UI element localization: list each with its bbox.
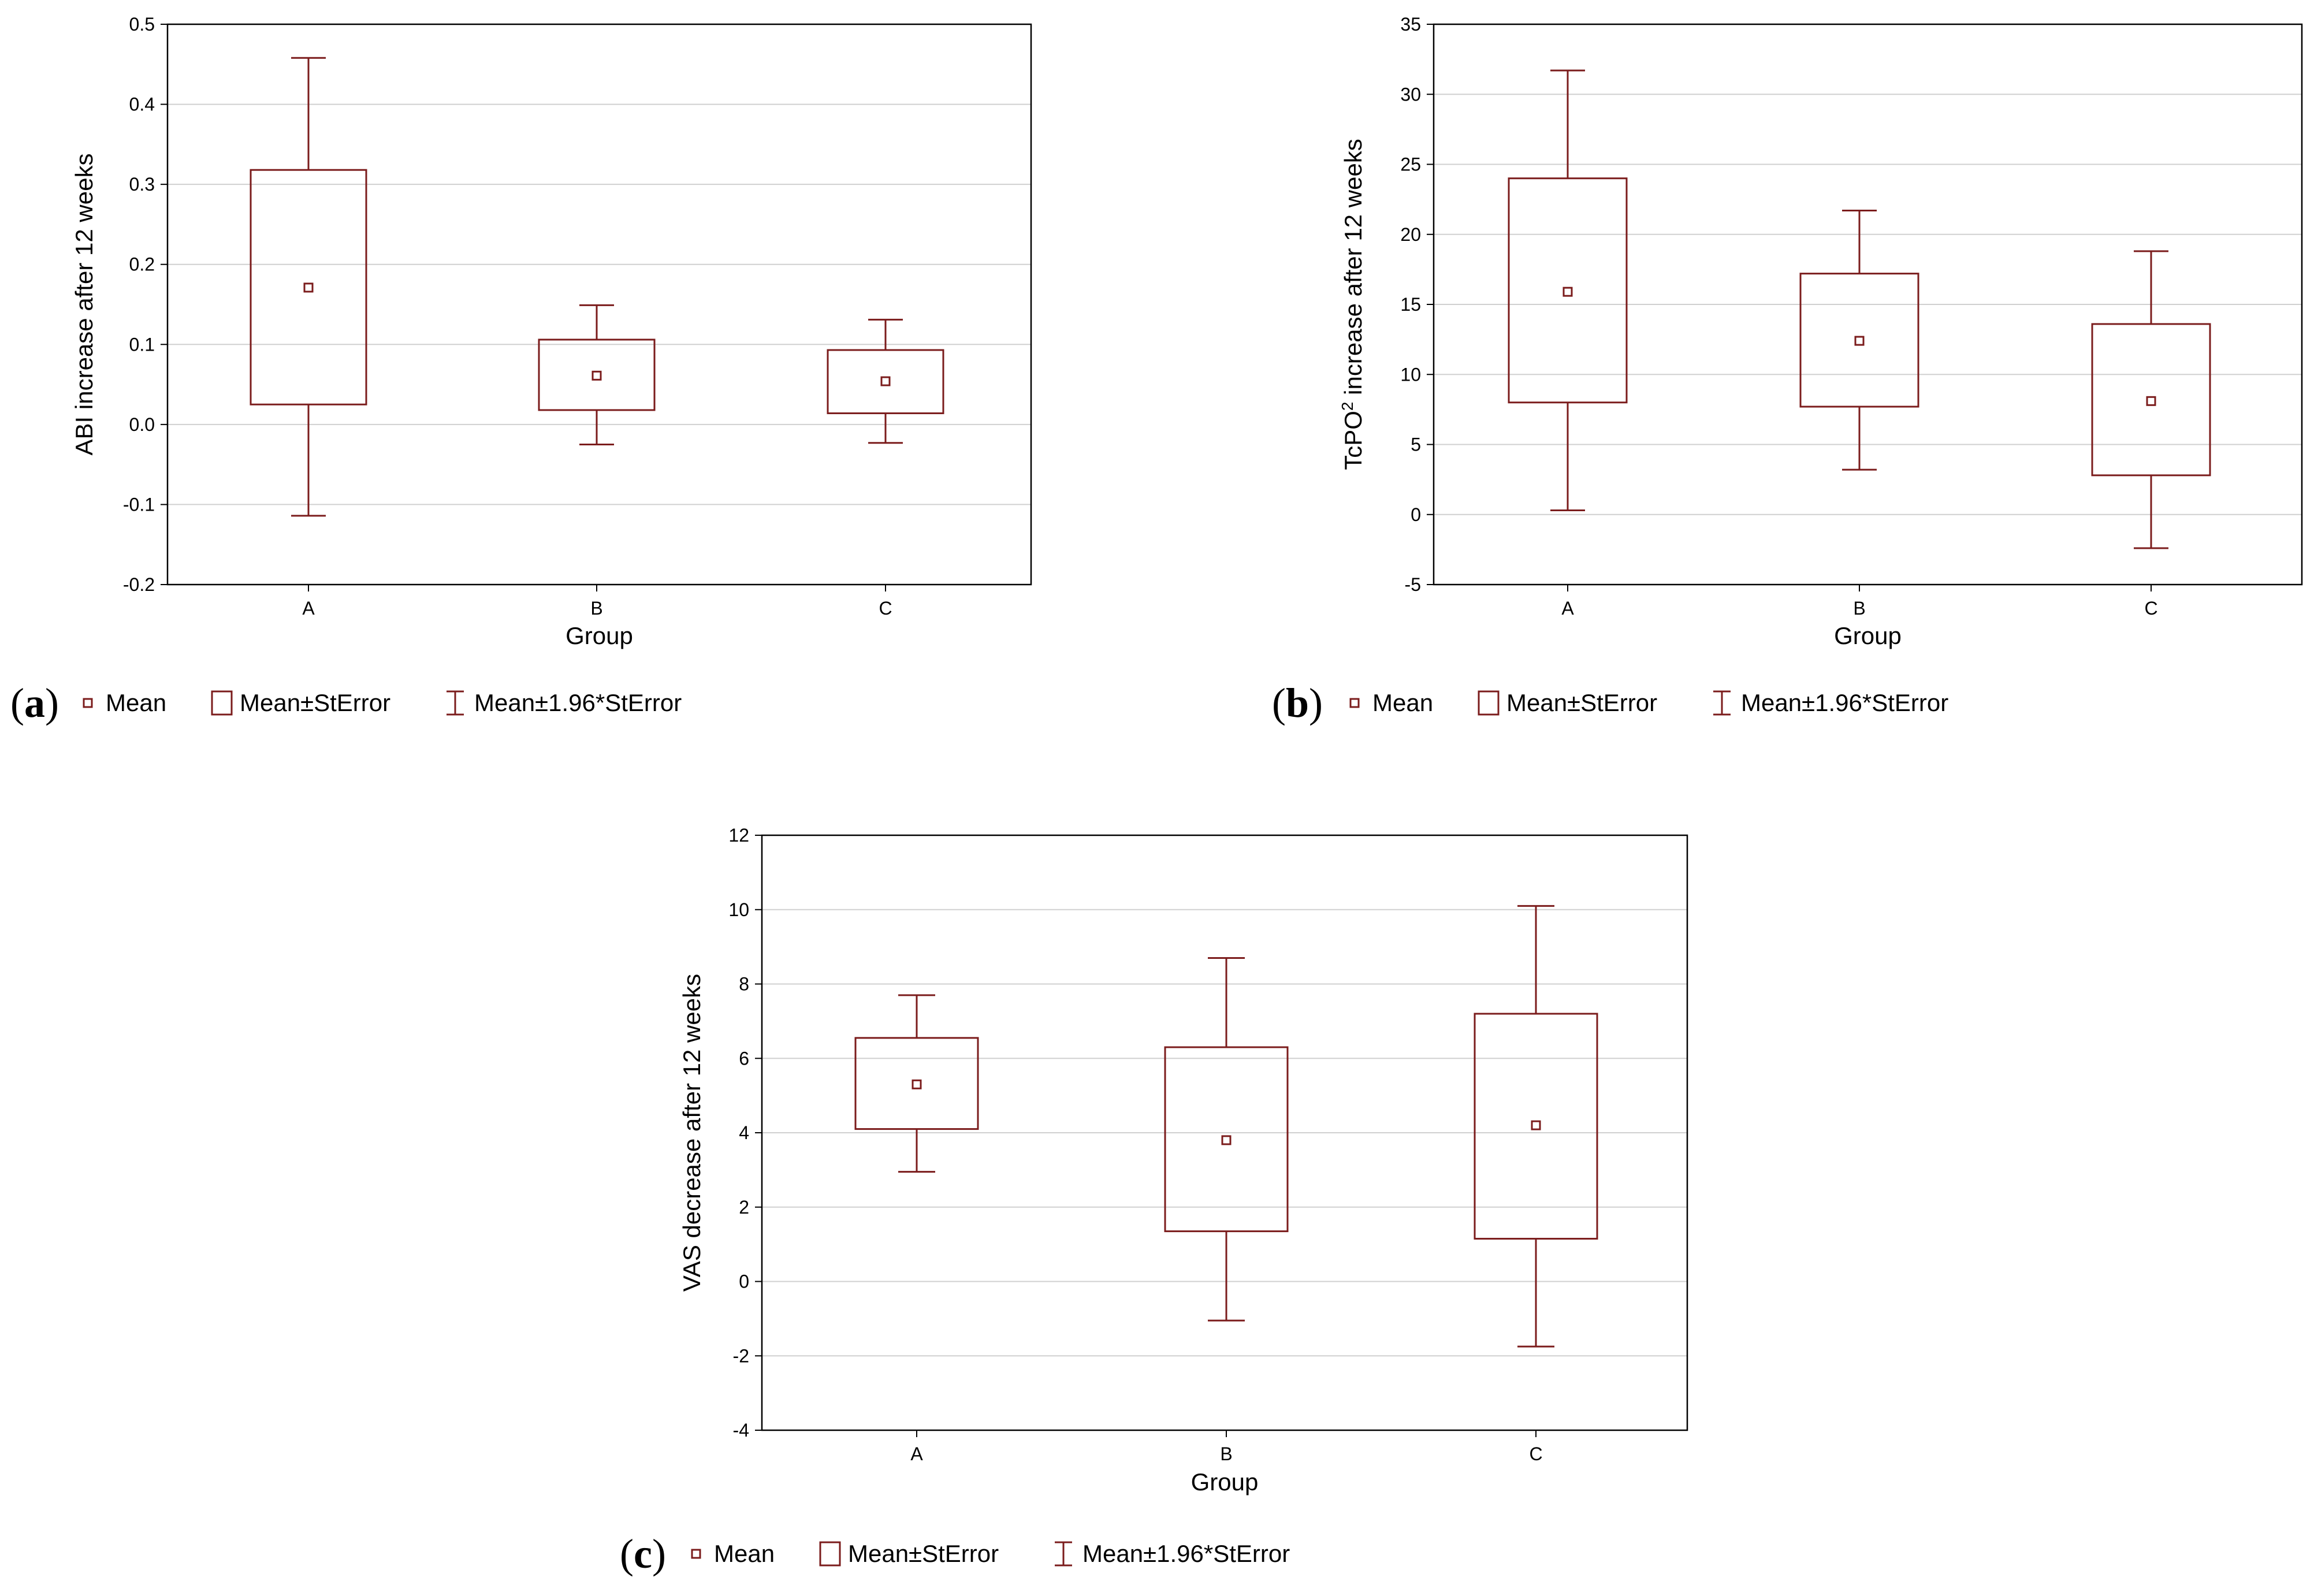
y-tick-label: 10 bbox=[728, 899, 749, 920]
panel-label: (a) bbox=[10, 680, 59, 726]
mean-marker-B bbox=[1221, 1135, 1232, 1145]
y-tick-label: -5 bbox=[1405, 574, 1421, 595]
y-tick-label: 10 bbox=[1400, 364, 1421, 385]
y-tick-label: 0.2 bbox=[129, 254, 155, 275]
y-tick-label: -0.1 bbox=[123, 494, 155, 515]
mean-square-icon bbox=[83, 698, 93, 708]
panel-label: (c) bbox=[620, 1531, 666, 1577]
mean-marker-C bbox=[2146, 396, 2156, 406]
mean-marker-A bbox=[912, 1079, 922, 1089]
legend-se-label: Mean±StError bbox=[1506, 689, 1657, 716]
y-axis-title: ABI increase after 12 weeks bbox=[70, 154, 98, 456]
chart-panel-a: -0.2 -0.1 0.0 0.1 0.2 0.3 0.4 0.5 A B C ABI increas… bbox=[10, 14, 1032, 726]
legend-mean-label: Mean bbox=[714, 1540, 775, 1567]
y-tick-label: 35 bbox=[1400, 14, 1421, 35]
legend-se-label: Mean±StError bbox=[240, 689, 390, 716]
legend-se-label: Mean±StError bbox=[848, 1540, 999, 1567]
box-icon bbox=[211, 690, 233, 716]
legend-ci-label: Mean±1.96*StError bbox=[1741, 689, 1948, 716]
x-tick-label: C bbox=[2144, 598, 2157, 619]
plot-frame bbox=[166, 23, 1032, 586]
whisker-icon bbox=[1055, 1541, 1072, 1567]
se-box-C bbox=[827, 349, 944, 414]
panel-label: (b) bbox=[1272, 680, 1323, 726]
se-box-B bbox=[1164, 1046, 1289, 1233]
y-tick-label: 0.3 bbox=[129, 174, 155, 195]
x-axis-title: Group bbox=[1191, 1468, 1259, 1495]
y-tick-label: 0.1 bbox=[129, 334, 155, 355]
x-axis-title: Group bbox=[566, 622, 633, 649]
mean-marker-C bbox=[1531, 1120, 1541, 1130]
chart-panel-b: -5 0 5 10 15 20 25 30 35 A B C TcPO2 increase after … bbox=[1272, 14, 2303, 726]
x-tick-label: B bbox=[1220, 1444, 1232, 1464]
mean-square-icon bbox=[691, 1549, 701, 1559]
legend: Mean Mean±StError Mean±1.96*StError bbox=[1349, 689, 1948, 716]
se-box-C bbox=[1474, 1013, 1598, 1240]
y-tick-label: 15 bbox=[1400, 294, 1421, 315]
mean-marker-B bbox=[591, 370, 602, 381]
y-tick-label: 8 bbox=[739, 974, 749, 995]
y-tick-label: -4 bbox=[733, 1420, 749, 1441]
x-tick-label: B bbox=[1853, 598, 1865, 619]
se-box-A bbox=[1508, 177, 1628, 404]
legend-mean-label: Mean bbox=[1372, 689, 1433, 716]
legend: Mean Mean±StError Mean±1.96*StError bbox=[691, 1540, 1290, 1567]
y-tick-label: 20 bbox=[1400, 224, 1421, 245]
mean-square-icon bbox=[1349, 698, 1360, 708]
se-box-B bbox=[1799, 273, 1919, 408]
x-tick-label: A bbox=[1561, 598, 1574, 619]
y-tick-label: -0.2 bbox=[123, 574, 155, 595]
x-tick-label: B bbox=[590, 598, 602, 619]
y-axis-title: TcPO2 increase after 12 weeks bbox=[1338, 139, 1367, 470]
mean-marker-A bbox=[1562, 287, 1573, 297]
se-box-B bbox=[538, 338, 656, 411]
x-tick-label: C bbox=[879, 598, 892, 619]
y-tick-label: 30 bbox=[1400, 84, 1421, 105]
y-tick-label: 0 bbox=[739, 1271, 749, 1292]
whisker-icon bbox=[1713, 690, 1731, 716]
y-tick-label: 0.0 bbox=[129, 414, 155, 435]
y-tick-label: 4 bbox=[739, 1122, 749, 1143]
mean-marker-C bbox=[880, 376, 891, 386]
x-tick-label: A bbox=[302, 598, 315, 619]
se-box-C bbox=[2091, 323, 2211, 477]
se-box-A bbox=[854, 1037, 979, 1130]
y-tick-label: 5 bbox=[1411, 434, 1421, 455]
y-tick-label: -2 bbox=[733, 1345, 749, 1366]
y-tick-label: 2 bbox=[739, 1197, 749, 1218]
y-tick-label: 0.4 bbox=[129, 94, 155, 115]
x-tick-label: A bbox=[910, 1444, 923, 1464]
x-axis-title: Group bbox=[1834, 622, 1902, 649]
legend-mean-label: Mean bbox=[106, 689, 166, 716]
legend-ci-label: Mean±1.96*StError bbox=[1082, 1540, 1290, 1567]
whisker-icon bbox=[447, 690, 464, 716]
box-icon bbox=[1478, 690, 1500, 716]
y-tick-label: 6 bbox=[739, 1048, 749, 1069]
y-axis-title: VAS decrease after 12 weeks bbox=[678, 974, 705, 1292]
y-tick-label: 0 bbox=[1411, 504, 1421, 525]
mean-marker-A bbox=[303, 282, 314, 293]
chart-panel-c: -4 -2 0 2 4 6 8 10 12 A B C VAS decrease after 12 we… bbox=[620, 825, 1688, 1577]
y-tick-label: 12 bbox=[728, 825, 749, 846]
legend: Mean Mean±StError Mean±1.96*StError bbox=[83, 689, 682, 716]
se-box-A bbox=[250, 169, 367, 405]
legend-ci-label: Mean±1.96*StError bbox=[474, 689, 682, 716]
box-icon bbox=[819, 1541, 841, 1567]
y-tick-label: 25 bbox=[1400, 154, 1421, 175]
y-tick-label: 0.5 bbox=[129, 14, 155, 35]
x-tick-label: C bbox=[1529, 1444, 1542, 1464]
mean-marker-B bbox=[1854, 336, 1865, 346]
